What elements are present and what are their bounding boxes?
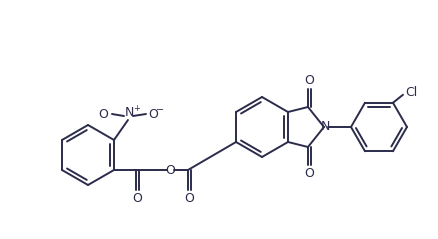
Text: N: N	[124, 106, 134, 119]
Text: −: −	[156, 105, 164, 115]
Text: O: O	[165, 163, 175, 176]
Text: O: O	[98, 108, 108, 120]
Text: O: O	[304, 74, 314, 87]
Text: O: O	[148, 108, 158, 120]
Text: O: O	[304, 167, 314, 180]
Text: O: O	[184, 192, 194, 205]
Text: N: N	[320, 120, 330, 134]
Text: Cl: Cl	[405, 86, 417, 99]
Text: +: +	[133, 104, 140, 113]
Text: O: O	[132, 192, 142, 205]
